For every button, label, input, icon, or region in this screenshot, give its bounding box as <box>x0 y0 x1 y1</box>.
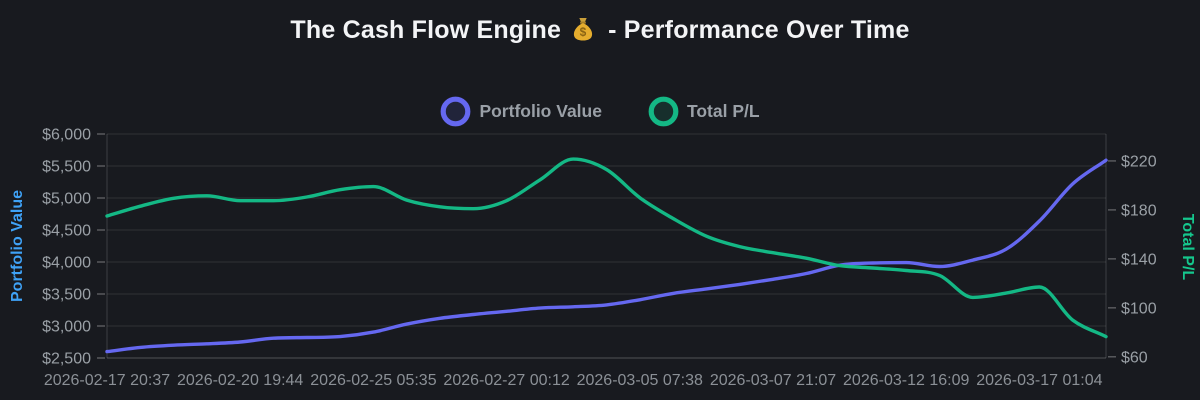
chart-legend: Portfolio Value Total P/L <box>0 94 1200 128</box>
x-axis-tick-label: 2026-02-27 00:12 <box>443 372 569 389</box>
right-axis-tick-label: $60 <box>1121 349 1148 366</box>
chart-title-prefix: The Cash Flow Engine <box>290 16 562 44</box>
legend-item-portfolio-value[interactable]: Portfolio Value <box>440 96 602 127</box>
right-axis-tick-label: $100 <box>1121 300 1157 317</box>
left-axis-title: Portfolio Value <box>9 190 26 302</box>
legend-item-total-p-l[interactable]: Total P/L <box>648 96 760 127</box>
total-p-l-line <box>105 157 1108 339</box>
right-axis-tick-label: $180 <box>1121 202 1157 219</box>
left-axis-tick-label: $4,500 <box>42 223 91 240</box>
right-axis-title: Total P/L <box>1179 214 1196 281</box>
legend-marker-total-p-l-icon <box>648 96 679 126</box>
right-axis-tick-label: $220 <box>1121 153 1157 170</box>
chart-title-suffix: - Performance Over Time <box>608 16 910 44</box>
portfolio-value-line <box>105 158 1108 354</box>
x-axis-tick-label: 2026-02-20 19:44 <box>177 372 303 389</box>
left-axis-tick-label: $2,500 <box>42 351 91 368</box>
left-axis-tick-label: $4,000 <box>42 255 91 272</box>
x-axis-tick-label: 2026-03-12 16:09 <box>843 372 969 389</box>
left-axis-tick-label: $5,000 <box>42 191 91 208</box>
svg-text:$: $ <box>580 25 587 39</box>
x-axis-tick-label: 2026-03-05 07:38 <box>577 372 703 389</box>
right-axis-tick-label: $140 <box>1121 251 1157 268</box>
legend-marker-portfolio-value-icon <box>441 96 471 126</box>
x-axis-tick-label: 2026-03-07 21:07 <box>710 372 836 389</box>
legend-label: Total P/L <box>686 100 760 121</box>
money-bag-icon: $ <box>570 16 596 49</box>
x-axis-tick-label: 2026-02-25 05:35 <box>310 372 436 389</box>
left-axis-tick-label: $3,000 <box>42 319 91 336</box>
page-title: The Cash Flow Engine $ - Performance Ove… <box>0 16 1200 49</box>
left-axis-tick-label: $3,500 <box>42 287 91 304</box>
left-axis-tick-label: $5,500 <box>42 159 91 176</box>
x-axis-tick-label: 2026-02-17 20:37 <box>44 372 170 389</box>
left-axis-tick-label: $6,000 <box>42 127 91 144</box>
x-axis-tick-label: 2026-03-17 01:04 <box>976 372 1102 389</box>
legend-label: Portfolio Value <box>479 100 602 121</box>
